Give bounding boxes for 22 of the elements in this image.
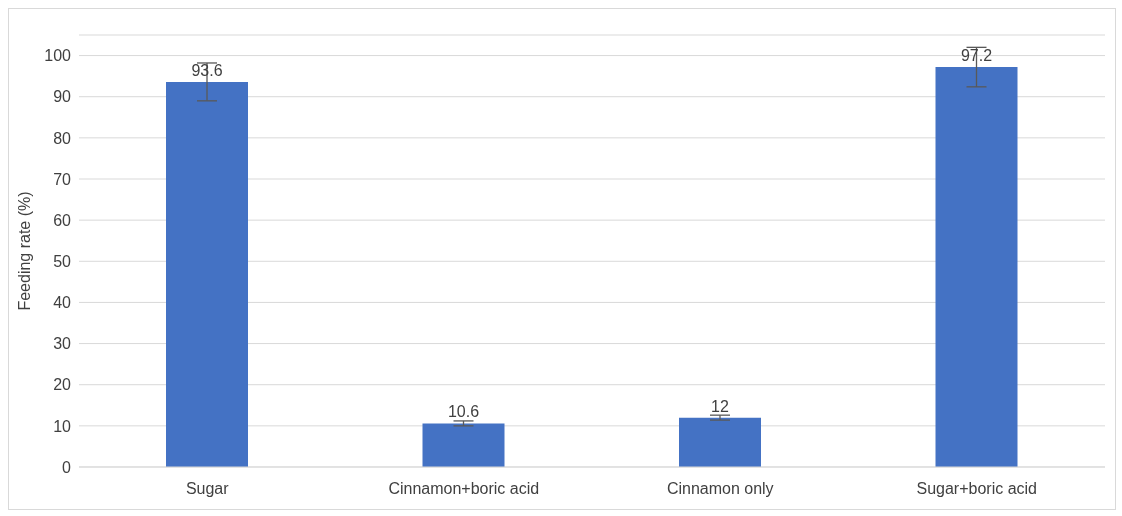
bar: [935, 67, 1018, 467]
x-tick-label: Sugar+boric acid: [916, 480, 1038, 498]
y-tick-label: 0: [62, 458, 72, 476]
y-tick-label: 40: [53, 294, 72, 312]
bar: [422, 423, 505, 467]
y-tick-label: 20: [53, 376, 72, 394]
data-label: 10.6: [447, 403, 480, 421]
y-tick-label: 80: [53, 129, 72, 147]
x-tick-label: Cinnamon only: [666, 480, 774, 498]
y-tick-label: 90: [53, 88, 72, 106]
y-tick-label: 60: [53, 211, 72, 229]
data-label: 12: [711, 397, 729, 415]
bar: [166, 81, 248, 467]
y-tick-label: 10: [53, 417, 72, 435]
x-tick-label: Cinnamon+boric acid: [388, 480, 540, 498]
bar: [679, 417, 761, 467]
y-tick-label: 50: [53, 252, 72, 270]
y-axis-title: Feeding rate (%): [15, 191, 33, 311]
x-tick-label: Sugar: [185, 480, 230, 498]
y-tick-label: 70: [53, 170, 72, 188]
y-tick-label: 100: [44, 47, 72, 65]
y-tick-label: 30: [53, 335, 72, 353]
